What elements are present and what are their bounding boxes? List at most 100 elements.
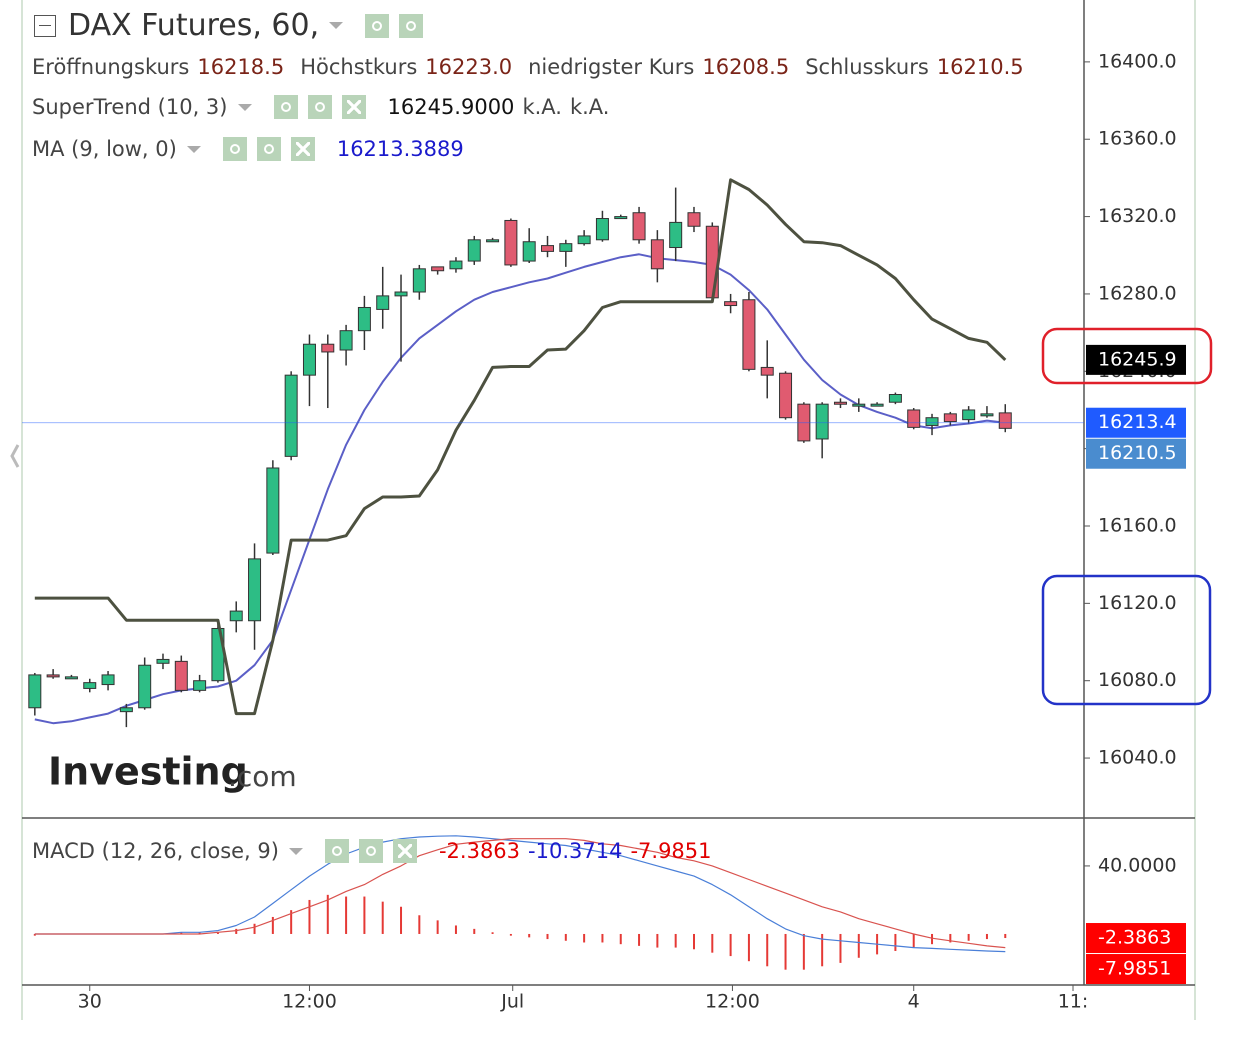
highlight-blue: [1041, 574, 1212, 706]
price-badge: [1086, 344, 1186, 375]
ohlc-label: Eröffnungskurs: [32, 55, 190, 79]
ohlc-value: 16218.5: [197, 55, 285, 79]
chart-title: DAX Futures, 60,: [68, 8, 320, 43]
candle-body: [64, 676, 78, 680]
gear-icon[interactable]: [256, 137, 281, 161]
x-tick-label: Jul: [500, 991, 524, 1013]
candle-body: [595, 218, 609, 241]
candle-body: [449, 260, 463, 270]
candle-body: [724, 301, 738, 307]
y-tick-label: 16160.0: [1098, 514, 1177, 536]
title-row: DAX Futures, 60,: [34, 8, 425, 43]
candle-body: [412, 268, 426, 293]
x-tick-label: 12:00: [705, 991, 760, 1013]
supertrend-legend: SuperTrend (10, 3) 16245.9000 k.A. k.A.: [32, 95, 609, 119]
candle-body: [321, 343, 335, 353]
price-badge-label: -2.3863: [1098, 927, 1171, 949]
candle-body: [779, 372, 793, 419]
gear-icon[interactable]: [358, 839, 383, 863]
watermark-suffix: .com: [228, 760, 297, 793]
candle-body: [504, 219, 518, 266]
price-badge-label: 16210.5: [1098, 442, 1177, 464]
candle-body: [943, 413, 957, 423]
price-badge: [1086, 954, 1186, 985]
y-tick-label: 16320.0: [1098, 205, 1177, 227]
ohlc-label: Schlusskurs: [805, 55, 929, 79]
eye-icon[interactable]: [365, 13, 390, 38]
dropdown[interactable]: [329, 22, 344, 29]
indicator-value: 16245.9000: [387, 95, 515, 119]
candle-body: [669, 221, 683, 249]
candle-body: [486, 239, 500, 243]
candle-body: [577, 235, 591, 245]
candle-body: [888, 393, 902, 403]
macd-legend: MACD (12, 26, close, 9) -2.3863 -10.3714…: [32, 839, 712, 863]
candle-body: [962, 409, 976, 421]
candle-body: [559, 243, 573, 252]
candle-body: [284, 374, 298, 457]
candle-body: [46, 674, 60, 678]
gear-icon[interactable]: [399, 13, 424, 38]
candle-body: [742, 299, 756, 370]
candle-body: [119, 707, 133, 713]
close-icon[interactable]: [341, 95, 366, 119]
candle-body: [83, 682, 97, 689]
price-badge: [1086, 407, 1186, 438]
candle-body: [266, 467, 280, 554]
candle-body: [357, 306, 371, 332]
ma-line: [34, 253, 1006, 725]
plot-area: 16040.016080.016120.016160.016200.016240…: [22, 50, 1186, 1013]
highlight-red: [1041, 327, 1213, 385]
ohlc-value: 16208.5: [702, 55, 790, 79]
y-tick-label: 40.0000: [1098, 854, 1177, 876]
x-tick-label: 12:00: [282, 991, 337, 1013]
candle-body: [522, 241, 536, 262]
candle-body: [156, 658, 170, 664]
dropdown[interactable]: [288, 847, 303, 855]
candle-body: [614, 216, 628, 220]
candle-body: [138, 664, 152, 709]
close-icon[interactable]: [392, 839, 417, 863]
candle-body: [431, 266, 445, 272]
candle-body: [998, 412, 1012, 429]
y-tick-label: 16400.0: [1098, 50, 1177, 72]
candle-body: [687, 212, 701, 227]
candle-body: [650, 239, 664, 270]
candle-body: [852, 403, 866, 407]
indicator-name: MA (9, low, 0): [32, 137, 177, 161]
ohlc-legend: Eröffnungskurs 16218.5 Höchstkurs 16223.0 …: [32, 55, 1032, 79]
candle-body: [302, 343, 316, 376]
candle-body: [705, 225, 719, 299]
y-tick-label: 16080.0: [1098, 669, 1177, 691]
candle-body: [541, 245, 555, 252]
eye-icon[interactable]: [222, 137, 247, 161]
candle-body: [467, 239, 481, 262]
price-badge-label: 16213.4: [1098, 411, 1177, 433]
indicator-value: 16213.3889: [336, 137, 464, 161]
eye-icon[interactable]: [273, 95, 298, 119]
watermark-brand: Investing: [48, 750, 248, 794]
price-badge: [1086, 438, 1186, 469]
candle-body: [193, 680, 207, 691]
candle-body: [815, 403, 829, 440]
ma-legend: MA (9, low, 0) 16213.3889: [32, 137, 464, 161]
scroll-handle[interactable]: [10, 444, 20, 468]
indicator-extra: k.A.: [569, 95, 610, 119]
y-tick-label: 16120.0: [1098, 592, 1177, 614]
eye-icon[interactable]: [324, 839, 349, 863]
gear-icon[interactable]: [307, 95, 332, 119]
close-icon[interactable]: [290, 137, 315, 161]
x-tick-label: 30: [78, 991, 102, 1013]
candle-body: [833, 401, 847, 405]
candle-body: [376, 295, 390, 310]
price-badge: [1086, 923, 1186, 954]
macd-line: [34, 838, 1006, 949]
candle-body: [760, 366, 774, 376]
indicator-extra: k.A.: [522, 95, 562, 119]
collapse-box[interactable]: [34, 14, 56, 37]
dropdown[interactable]: [186, 145, 201, 153]
candle-body: [174, 660, 188, 691]
dropdown[interactable]: [237, 103, 252, 111]
